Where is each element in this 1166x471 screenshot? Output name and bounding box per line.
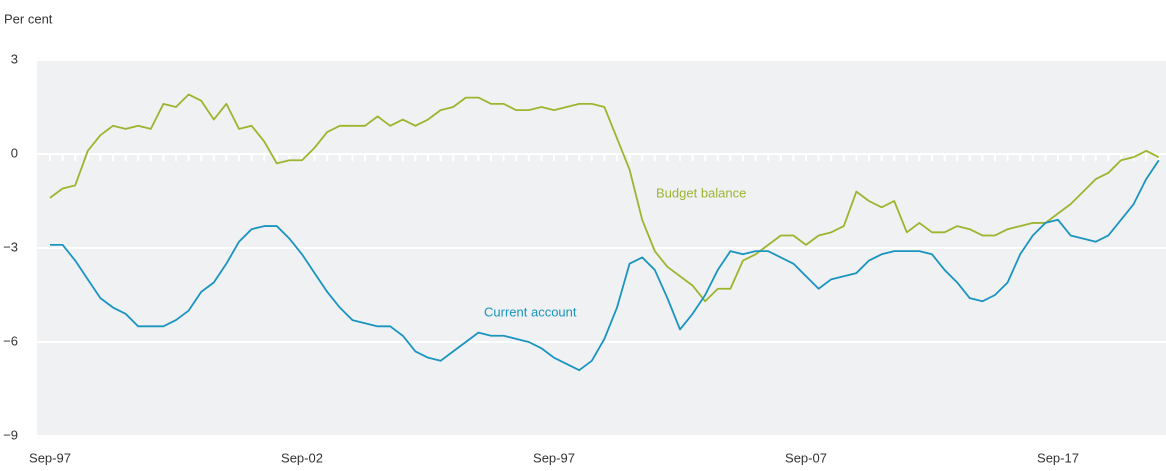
y-tick-label: −3 [3,239,18,254]
x-tick-label: Sep-17 [1037,450,1079,465]
x-tick-label: Sep-97 [533,450,575,465]
x-tick-label: Sep-07 [785,450,827,465]
y-tick-label: 0 [11,145,18,160]
series-line [49,93,1160,303]
series-line [50,159,1160,372]
y-tick-label: 3 [11,51,18,66]
x-tick-label: Sep-02 [281,450,323,465]
y-tick-label: −9 [3,427,18,442]
x-tick-label: Sep-97 [29,450,71,465]
series-label: Budget balance [656,185,746,200]
y-axis-label: Per cent [4,11,53,26]
y-tick-label: −6 [3,333,18,348]
series-label: Current account [484,304,577,319]
